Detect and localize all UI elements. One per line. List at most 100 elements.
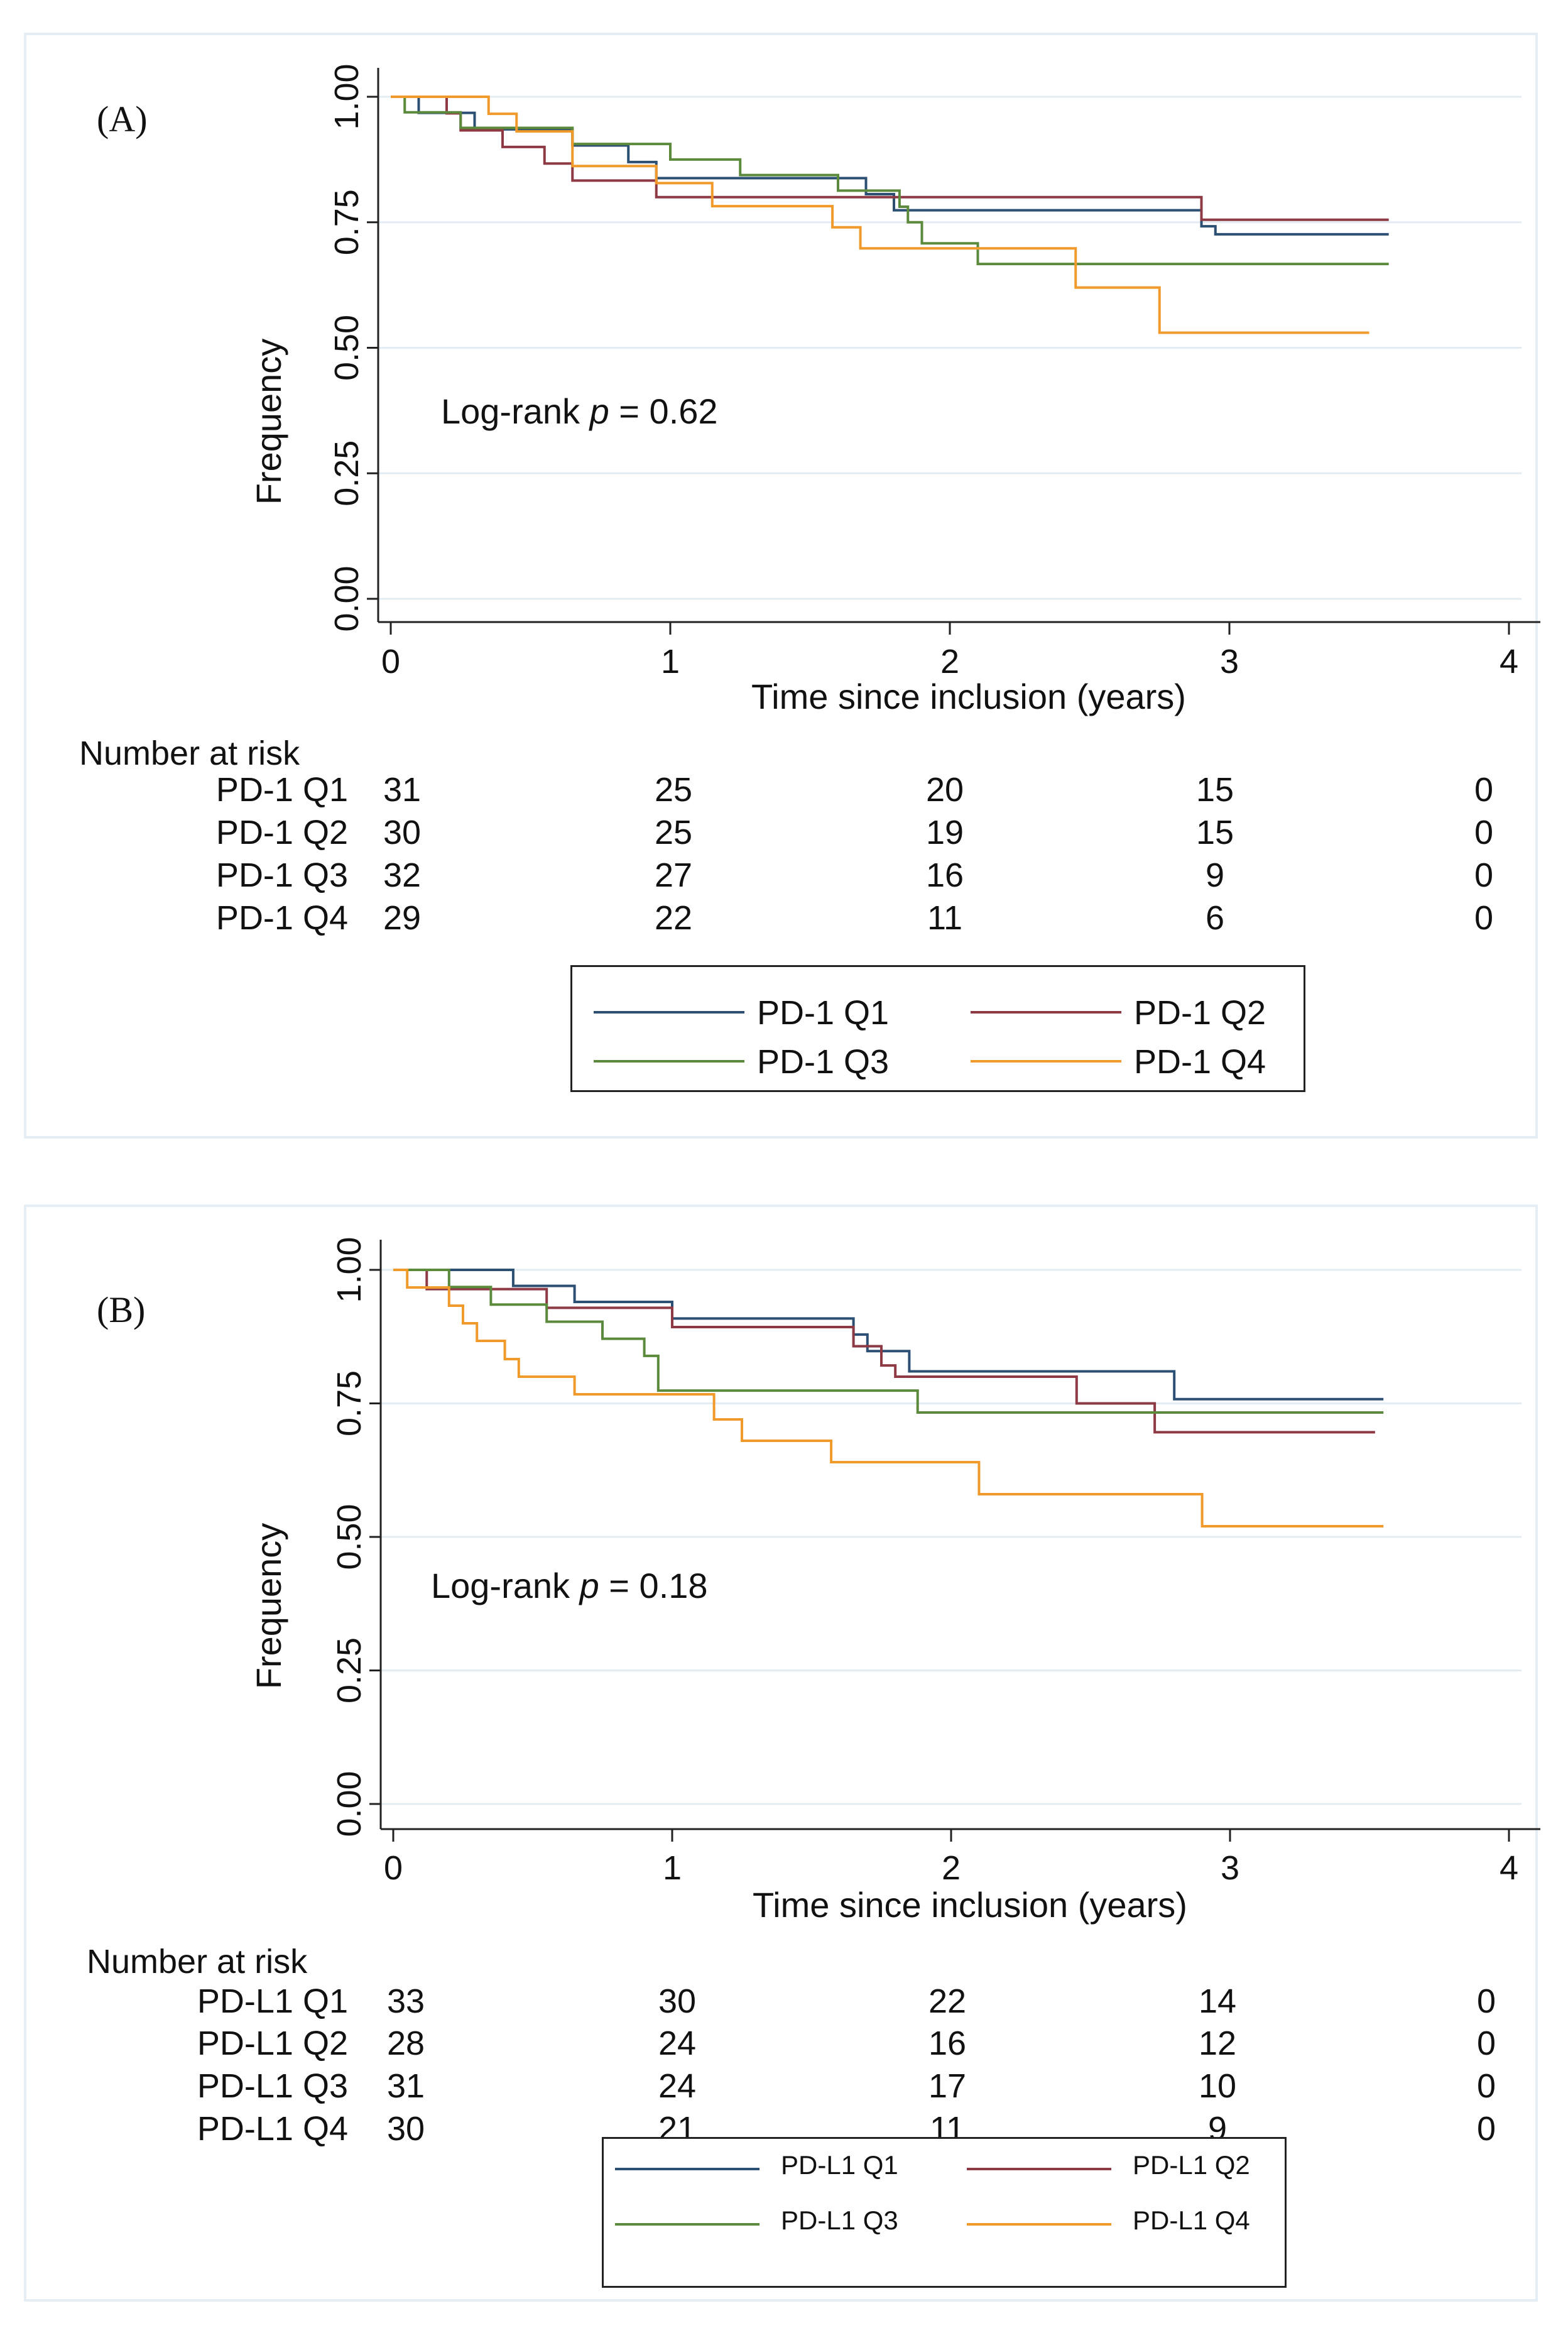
y-tick-label: 0.25 bbox=[328, 440, 366, 506]
x-axis-label: Time since inclusion (years) bbox=[751, 677, 1186, 716]
risk-cell: 0 bbox=[1474, 899, 1494, 937]
risk-cell: 24 bbox=[658, 2067, 697, 2105]
annotation-p: p bbox=[589, 391, 609, 431]
legend-label: PD-L1 Q3 bbox=[781, 2205, 898, 2235]
x-tick-label: 1 bbox=[661, 643, 680, 680]
panel-label: (A) bbox=[97, 99, 148, 139]
legend-label: PD-L1 Q1 bbox=[781, 2150, 898, 2180]
km-plot-a: 0.00 0.25 0.50 0.75 1.00 0 1 2 3 4 Time since incl… bbox=[249, 63, 1540, 716]
risk-row-label: PD-L1 Q2 bbox=[197, 2025, 348, 2062]
risk-cell: 31 bbox=[383, 771, 422, 809]
series-line-2 bbox=[393, 1269, 1375, 1434]
risk-row-label: PD-1 Q2 bbox=[215, 814, 348, 851]
risk-cell: 15 bbox=[1195, 771, 1234, 809]
risk-cell: 14 bbox=[1198, 1982, 1237, 2020]
legend: PD-L1 Q1 PD-L1 Q2 PD-L1 Q3 PD-L1 Q4 bbox=[602, 2137, 1287, 2288]
risk-row-label: PD-1 Q4 bbox=[215, 899, 348, 937]
log-rank-annotation: Log-rank p = 0.18 bbox=[431, 1565, 708, 1606]
legend-label: PD-1 Q2 bbox=[1134, 994, 1266, 1032]
y-axis-label: Frequency bbox=[249, 339, 288, 505]
risk-cell: 22 bbox=[654, 899, 693, 937]
risk-row-label: PD-1 Q1 bbox=[215, 771, 348, 809]
km-plot-b: 0.00 0.25 0.50 0.75 1.00 0 1 2 3 4 Time since incl… bbox=[249, 1237, 1540, 1925]
risk-cell: 0 bbox=[1474, 771, 1494, 809]
y-tick-label: 0.75 bbox=[330, 1370, 368, 1436]
risk-cell: 31 bbox=[386, 2067, 425, 2105]
risk-cell: 0 bbox=[1476, 1982, 1496, 2020]
series-line-3 bbox=[391, 96, 1389, 266]
risk-cell: 32 bbox=[383, 856, 422, 894]
legend-swatch bbox=[967, 2168, 1111, 2170]
legend-swatch bbox=[615, 2223, 760, 2226]
risk-cell: 16 bbox=[925, 856, 964, 894]
legend-label: PD-L1 Q2 bbox=[1133, 2150, 1250, 2180]
risk-cell: 0 bbox=[1474, 856, 1494, 894]
legend-swatch bbox=[971, 1011, 1121, 1014]
legend-label: PD-1 Q4 bbox=[1134, 1043, 1266, 1081]
panel-b: 0.00 0.25 0.50 0.75 1.00 0 1 2 3 4 Time since incl… bbox=[24, 1205, 1540, 2302]
legend-swatch bbox=[594, 1011, 744, 1014]
annotation-suffix: = 0.62 bbox=[609, 391, 718, 431]
risk-cell: 30 bbox=[658, 1982, 697, 2020]
risk-cell: 24 bbox=[658, 2025, 697, 2062]
risk-cell: 25 bbox=[654, 814, 693, 851]
risk-cell: 0 bbox=[1476, 2067, 1496, 2105]
risk-cell: 0 bbox=[1476, 2110, 1496, 2148]
legend-swatch bbox=[615, 2168, 760, 2170]
annotation-prefix: Log-rank bbox=[431, 1566, 580, 1605]
risk-cell: 22 bbox=[928, 1982, 967, 2020]
legend-label: PD-L1 Q4 bbox=[1133, 2205, 1250, 2235]
risk-cell: 0 bbox=[1474, 814, 1494, 851]
risk-cell: 19 bbox=[925, 814, 964, 851]
series-line-1 bbox=[391, 96, 1389, 236]
risk-cell: 6 bbox=[1205, 899, 1225, 937]
x-tick-label: 2 bbox=[942, 1849, 961, 1887]
y-tick-label: 0.50 bbox=[328, 315, 366, 381]
y-tick-label: 0.25 bbox=[330, 1637, 368, 1703]
y-tick-label: 0.00 bbox=[330, 1771, 368, 1837]
y-axis-label: Frequency bbox=[249, 1523, 288, 1690]
risk-row-label: PD-L1 Q3 bbox=[197, 2067, 348, 2105]
risk-cell: 28 bbox=[386, 2025, 425, 2062]
panel-a: 0.00 0.25 0.50 0.75 1.00 0 1 2 3 4 Time since incl… bbox=[24, 33, 1540, 1139]
legend-swatch bbox=[967, 2223, 1111, 2226]
annotation-prefix: Log-rank bbox=[441, 391, 590, 431]
panel-label: (B) bbox=[97, 1289, 146, 1330]
risk-row-label: PD-1 Q3 bbox=[215, 856, 348, 894]
risk-cell: 17 bbox=[928, 2067, 967, 2105]
x-tick-label: 4 bbox=[1500, 1849, 1518, 1887]
log-rank-annotation: Log-rank p = 0.62 bbox=[441, 391, 718, 432]
series-line-3 bbox=[393, 1269, 1384, 1414]
y-tick-label: 0.75 bbox=[328, 189, 366, 255]
y-tick-label: 0.00 bbox=[328, 566, 366, 631]
x-axis-label: Time since inclusion (years) bbox=[753, 1885, 1187, 1925]
risk-row-label: PD-L1 Q4 bbox=[197, 2110, 348, 2148]
y-tick-label: 1.00 bbox=[328, 63, 366, 129]
risk-cell: 27 bbox=[654, 856, 693, 894]
x-tick-label: 0 bbox=[384, 1849, 403, 1887]
annotation-p: p bbox=[579, 1566, 599, 1605]
risk-cell: 11 bbox=[927, 899, 963, 937]
series-line-4 bbox=[391, 96, 1369, 334]
legend-swatch bbox=[594, 1060, 744, 1063]
risk-cell: 10 bbox=[1198, 2067, 1237, 2105]
risk-cell: 29 bbox=[383, 899, 422, 937]
x-tick-label: 2 bbox=[940, 643, 959, 680]
x-tick-label: 0 bbox=[381, 643, 400, 680]
x-tick-label: 4 bbox=[1500, 643, 1518, 680]
risk-cell: 30 bbox=[383, 814, 422, 851]
series-line-2 bbox=[391, 96, 1389, 221]
y-tick-label: 1.00 bbox=[330, 1237, 368, 1303]
series-line-4 bbox=[393, 1269, 1384, 1527]
risk-cell: 33 bbox=[386, 1982, 425, 2020]
risk-cell: 15 bbox=[1195, 814, 1234, 851]
y-tick-label: 0.50 bbox=[330, 1504, 368, 1570]
legend-swatch bbox=[971, 1060, 1121, 1063]
risk-cell: 0 bbox=[1476, 2025, 1496, 2062]
risk-table-title: Number at risk bbox=[79, 735, 300, 772]
x-tick-label: 1 bbox=[663, 1849, 682, 1887]
risk-cell: 20 bbox=[925, 771, 964, 809]
risk-cell: 16 bbox=[928, 2025, 967, 2062]
legend-label: PD-1 Q1 bbox=[757, 994, 890, 1032]
x-tick-label: 3 bbox=[1220, 643, 1239, 680]
